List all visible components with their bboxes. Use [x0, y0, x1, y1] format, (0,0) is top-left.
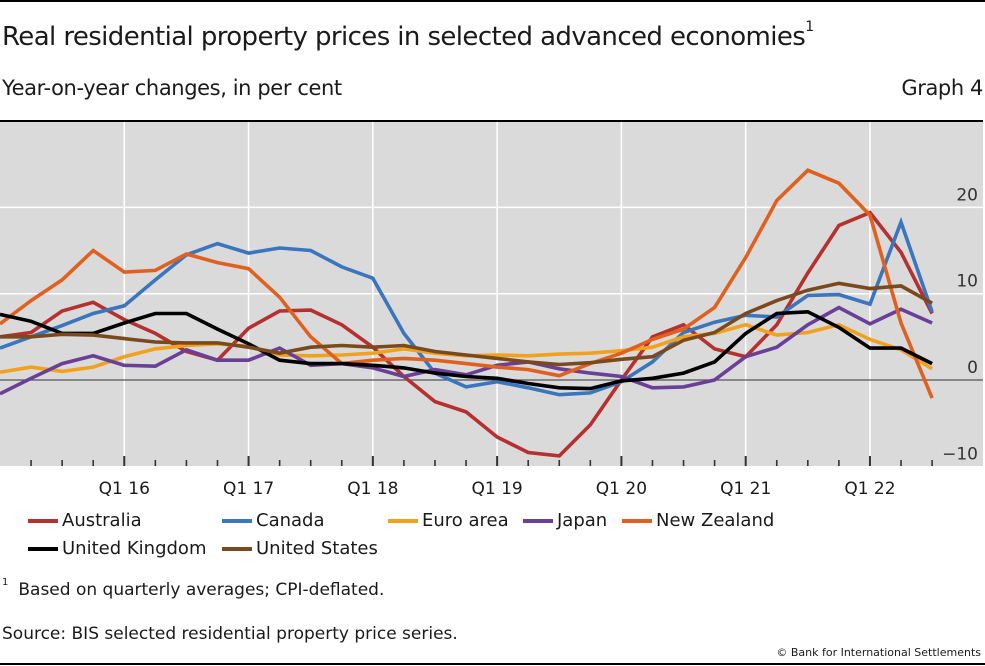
- source-note: Source: BIS selected residential propert…: [2, 624, 458, 644]
- legend-label: United States: [256, 538, 378, 559]
- line-chart: Q1 16 Q1 17 Q1 18 Q1 19 Q1 20 Q1 21 Q1 22 20 10…: [0, 120, 983, 499]
- legend-label: Canada: [256, 510, 325, 531]
- x-tick-label: Q1 20: [596, 479, 647, 499]
- legend-label: Euro area: [422, 510, 509, 531]
- legend-item-united-states: United States: [222, 538, 378, 559]
- y-tick-label: 10: [956, 272, 978, 292]
- series-lines: [0, 168, 934, 458]
- y-tick-label: 0: [967, 358, 978, 378]
- legend-item-new-zealand: New Zealand: [622, 510, 774, 531]
- title-footnote-mark: 1: [805, 19, 814, 36]
- y-tick-label: −10: [942, 444, 978, 464]
- legend-item-australia: Australia: [28, 510, 142, 531]
- footnote-text: Based on quarterly averages; CPI-deflate…: [18, 580, 385, 600]
- legend-label: Australia: [62, 510, 142, 531]
- x-axis: Q1 16 Q1 17 Q1 18 Q1 19 Q1 20 Q1 21 Q1 22: [30, 456, 933, 499]
- legend-swatch: [28, 546, 58, 551]
- legend-item-euro-area: Euro area: [388, 510, 509, 531]
- legend-swatch: [28, 518, 58, 523]
- top-rule: [0, 0, 985, 2]
- y-tick-label: 20: [956, 185, 978, 205]
- legend-item-japan: Japan: [523, 510, 607, 531]
- legend-swatch: [523, 518, 553, 523]
- chart-title-text: Real residential property prices in sele…: [2, 22, 806, 52]
- x-tick-label: Q1 22: [844, 479, 895, 499]
- chart-title: Real residential property prices in sele…: [2, 19, 814, 52]
- legend-label: Japan: [557, 510, 608, 531]
- legend-swatch: [222, 518, 252, 523]
- graph-number: Graph 4: [901, 76, 983, 100]
- footnote: 1 Based on quarterly averages; CPI-deflat…: [2, 577, 385, 600]
- footnote-mark: 1: [2, 577, 9, 589]
- x-tick-label: Q1 21: [720, 479, 771, 499]
- series-line-united-kingdom: [0, 309, 933, 391]
- series-line-united-states: [0, 281, 933, 367]
- x-tick-label: Q1 17: [223, 479, 274, 499]
- grid: [0, 122, 983, 466]
- x-tick-label: Q1 16: [99, 479, 150, 499]
- series-line-canada: [0, 216, 934, 397]
- legend-item-canada: Canada: [222, 510, 325, 531]
- x-tick-label: Q1 19: [472, 479, 523, 499]
- chart-subtitle: Year-on-year changes, in per cent: [2, 76, 342, 100]
- legend-item-united-kingdom: United Kingdom: [28, 538, 206, 559]
- series-line-new-zealand: [0, 168, 934, 399]
- legend-swatch: [622, 518, 652, 523]
- legend-swatch: [388, 518, 418, 523]
- y-axis: 20 10 0 −10: [942, 185, 978, 464]
- legend-label: New Zealand: [656, 510, 775, 531]
- legend-label: United Kingdom: [62, 538, 207, 559]
- legend-swatch: [222, 546, 252, 551]
- x-tick-label: Q1 18: [347, 479, 398, 499]
- bottom-rule: [0, 663, 985, 665]
- series-line-australia: [0, 210, 934, 458]
- copyright: © Bank for International Settlements: [776, 646, 981, 659]
